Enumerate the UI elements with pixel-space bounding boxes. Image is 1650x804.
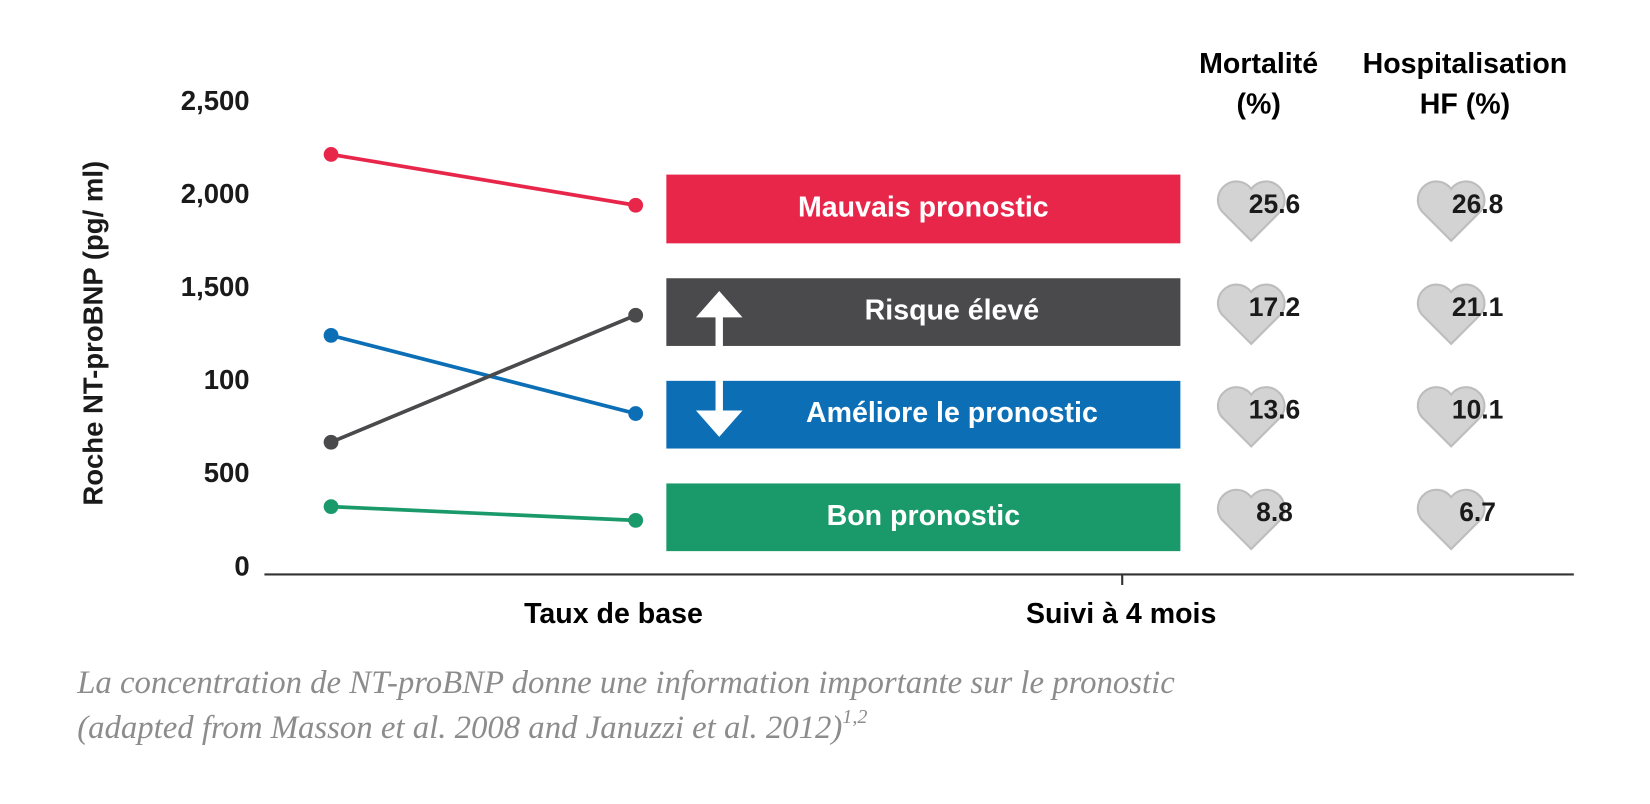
- caption: (adapted from Masson et al. 2008 and Jan…: [77, 706, 867, 746]
- value-label: 8.8: [1256, 497, 1293, 527]
- column-header: HF (%): [1420, 88, 1510, 120]
- caption: La concentration de NT-proBNP donne une …: [76, 665, 1175, 701]
- y-axis-title: Roche NT-proBNP (pg/ ml): [77, 161, 108, 506]
- point: [628, 406, 644, 421]
- line: [330, 313, 637, 444]
- heart: [1216, 283, 1286, 346]
- value-label: 10.1: [1452, 395, 1503, 425]
- point: [323, 434, 339, 450]
- point: [323, 147, 339, 162]
- value-label: 17.2: [1249, 292, 1300, 322]
- line: [330, 504, 636, 523]
- point: [628, 307, 644, 323]
- arrow-head: [695, 410, 743, 437]
- point: [628, 197, 644, 213]
- x-tick-label: Taux de base: [524, 598, 703, 630]
- heart: [1216, 386, 1286, 448]
- y-tick-label: 2,500: [181, 85, 250, 116]
- column-header: Hospitalisation: [1363, 48, 1568, 80]
- heart: [1416, 283, 1486, 346]
- y-tick-label: 500: [204, 457, 250, 488]
- heart: [1416, 180, 1486, 243]
- heart: [1216, 180, 1286, 243]
- value-label: 21.1: [1452, 292, 1503, 322]
- y-tick-label: 0: [234, 550, 249, 581]
- line: [330, 333, 637, 416]
- banner-label: Mauvais pronostic: [798, 192, 1049, 224]
- value-label: 13.6: [1249, 395, 1300, 425]
- x-tick-label: Suivi à 4 mois: [1026, 598, 1216, 630]
- value-label: 6.7: [1459, 497, 1496, 527]
- banner-label: Risque élevé: [865, 295, 1040, 327]
- caption-line: (adapted from Masson et al. 2008 and Jan…: [77, 709, 842, 745]
- column-header: Mortalité: [1199, 48, 1318, 80]
- point: [323, 327, 339, 343]
- heart: [1416, 488, 1486, 551]
- line: [330, 152, 636, 208]
- heart: [1416, 386, 1486, 448]
- banner: [666, 278, 1181, 346]
- banner: [666, 380, 1181, 449]
- value-label: 25.6: [1249, 189, 1300, 219]
- value-label: 26.8: [1452, 189, 1503, 219]
- heart: [1216, 488, 1286, 551]
- banner: [666, 174, 1181, 244]
- y-tick-label: 100: [204, 364, 250, 395]
- y-tick-label: 2,000: [181, 178, 250, 209]
- point: [628, 512, 644, 528]
- y-tick-label: 1,500: [181, 271, 250, 302]
- caption-refs: 1,2: [842, 706, 867, 728]
- column-header: (%): [1236, 88, 1280, 120]
- arrow-head: [695, 290, 743, 318]
- banner: [666, 483, 1181, 552]
- banner-label: Améliore le pronostic: [806, 397, 1098, 429]
- point: [323, 499, 339, 515]
- banner-label: Bon pronostic: [827, 500, 1021, 532]
